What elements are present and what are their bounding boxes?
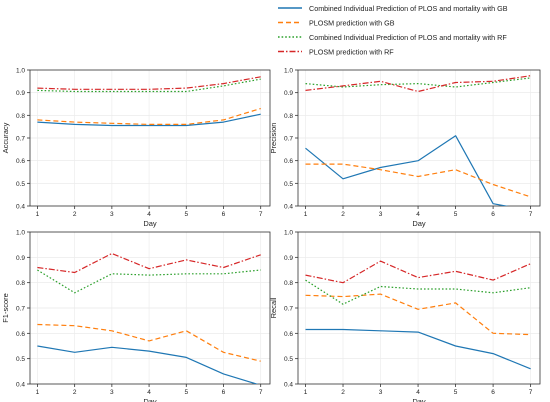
x-tick-label: 6 — [222, 389, 226, 396]
legend-item: PLOSM prediction with GB — [278, 19, 395, 28]
x-tick-label: 3 — [379, 211, 383, 218]
x-tick-label: 7 — [529, 211, 533, 218]
y-tick-label: 0.6 — [16, 158, 25, 165]
x-tick-label: 5 — [454, 211, 458, 218]
chart-panel-f1-score: 0.4 0.5 0.6 0.7 0.8 0.9 1.0 1 2 3 4 5 6 7 Day F1-score — [1, 230, 271, 402]
y-tick-label: 0.4 — [16, 382, 25, 389]
x-tick-label: 4 — [147, 211, 151, 218]
x-tick-label: 4 — [147, 389, 151, 396]
x-tick-label: 7 — [259, 211, 263, 218]
y-tick-label: 0.9 — [16, 255, 25, 262]
series-line — [37, 269, 261, 294]
series-line — [305, 279, 531, 305]
series-line — [37, 323, 261, 362]
legend-item: PLOSM prediction with RF — [278, 48, 394, 57]
y-tick-label: 0.6 — [284, 331, 293, 338]
y-axis-label: Accuracy — [1, 122, 10, 153]
x-axis-label: Day — [143, 397, 157, 402]
series-line — [37, 107, 261, 126]
x-tick-label: 1 — [36, 211, 40, 218]
y-tick-label: 0.8 — [16, 280, 25, 287]
series-line — [305, 260, 531, 284]
x-tick-label: 6 — [222, 211, 226, 218]
x-tick-label: 3 — [110, 389, 114, 396]
y-tick-label: 0.8 — [284, 113, 293, 120]
x-tick-label: 2 — [73, 211, 77, 218]
series-line — [305, 77, 531, 88]
x-tick-label: 5 — [454, 389, 458, 396]
x-tick-label: 3 — [110, 211, 114, 218]
y-tick-label: 0.4 — [16, 204, 25, 211]
legend-label: PLOSM prediction with GB — [309, 19, 395, 28]
x-tick-label: 1 — [36, 389, 40, 396]
y-tick-label: 0.6 — [16, 331, 25, 338]
x-tick-label: 6 — [491, 211, 495, 218]
x-tick-label: 2 — [73, 389, 77, 396]
legend-item: Combined Individual Prediction of PLOS a… — [278, 33, 507, 42]
series-line — [305, 328, 531, 370]
x-axis-label: Day — [412, 219, 426, 228]
series-group — [37, 76, 261, 127]
y-tick-label: 0.7 — [16, 136, 25, 143]
y-tick-label: 0.5 — [284, 356, 293, 363]
x-tick-label: 7 — [259, 389, 263, 396]
x-tick-label: 4 — [416, 389, 420, 396]
series-line — [37, 113, 261, 127]
x-tick-label: 1 — [304, 389, 308, 396]
y-axis-label: Precision — [269, 123, 278, 154]
x-axis-label: Day — [143, 219, 157, 228]
x-tick-label: 2 — [341, 211, 345, 218]
legend-label: Combined Individual Prediction of PLOS a… — [309, 4, 508, 13]
x-tick-label: 3 — [379, 389, 383, 396]
x-tick-label: 5 — [184, 389, 188, 396]
y-tick-label: 0.4 — [284, 204, 293, 211]
chart-panel-precision: 0.4 0.5 0.6 0.7 0.8 0.9 1.0 1 2 3 4 5 6 7 Day Precision — [269, 68, 541, 228]
y-tick-label: 0.4 — [284, 382, 293, 389]
y-tick-label: 1.0 — [16, 230, 25, 237]
y-axis-label: F1-score — [1, 293, 10, 323]
y-tick-label: 1.0 — [284, 68, 293, 75]
x-tick-label: 1 — [304, 211, 308, 218]
subplot-grid: 0.40.50.60.70.80.91.01 2 3 4 5 6 7DayAccuracy0… — [1, 68, 541, 402]
y-tick-label: 0.7 — [284, 136, 293, 143]
y-tick-label: 0.5 — [16, 356, 25, 363]
y-tick-label: 0.8 — [284, 280, 293, 287]
y-tick-label: 0.8 — [16, 113, 25, 120]
y-tick-label: 1.0 — [16, 68, 25, 75]
y-tick-label: 0.7 — [16, 306, 25, 313]
x-tick-label: 5 — [184, 211, 188, 218]
legend-label: Combined Individual Prediction of PLOS a… — [309, 33, 507, 42]
series-line — [37, 345, 259, 384]
y-tick-label: 0.9 — [16, 90, 25, 97]
y-tick-label: 0.9 — [284, 90, 293, 97]
x-tick-label: 7 — [529, 389, 533, 396]
y-axis-label: Recall — [269, 297, 278, 318]
series-line — [37, 76, 261, 90]
x-tick-label: 6 — [491, 389, 495, 396]
series-group — [305, 75, 531, 206]
x-axis-label: Day — [412, 397, 426, 402]
y-tick-label: 0.5 — [16, 181, 25, 188]
x-tick-label: 4 — [416, 211, 420, 218]
y-tick-label: 0.6 — [284, 158, 293, 165]
legend: Combined Individual Prediction of PLOS a… — [278, 4, 508, 57]
chart-panel-recall: 0.4 0.5 0.6 0.7 0.8 0.9 1.0 1 2 3 4 5 6 7 Day Recall — [269, 230, 541, 402]
y-tick-label: 1.0 — [284, 230, 293, 237]
series-group — [37, 252, 261, 384]
chart-panel-accuracy: 0.4 0.5 0.6 0.7 0.8 0.9 1.0 1 2 3 4 5 6 7 Day Accuracy — [1, 68, 271, 228]
series-line — [305, 163, 531, 198]
y-tick-label: 0.9 — [284, 255, 293, 262]
series-group — [305, 260, 531, 370]
x-tick-label: 2 — [341, 389, 345, 396]
series-line — [305, 75, 531, 93]
series-line — [37, 78, 261, 93]
series-line — [37, 252, 261, 274]
legend-label: PLOSM prediction with RF — [309, 48, 394, 57]
legend-item: Combined Individual Prediction of PLOS a… — [278, 4, 508, 13]
series-line — [305, 135, 510, 206]
y-tick-label: 0.7 — [284, 306, 293, 313]
y-tick-label: 0.5 — [284, 181, 293, 188]
series-line — [305, 293, 531, 336]
